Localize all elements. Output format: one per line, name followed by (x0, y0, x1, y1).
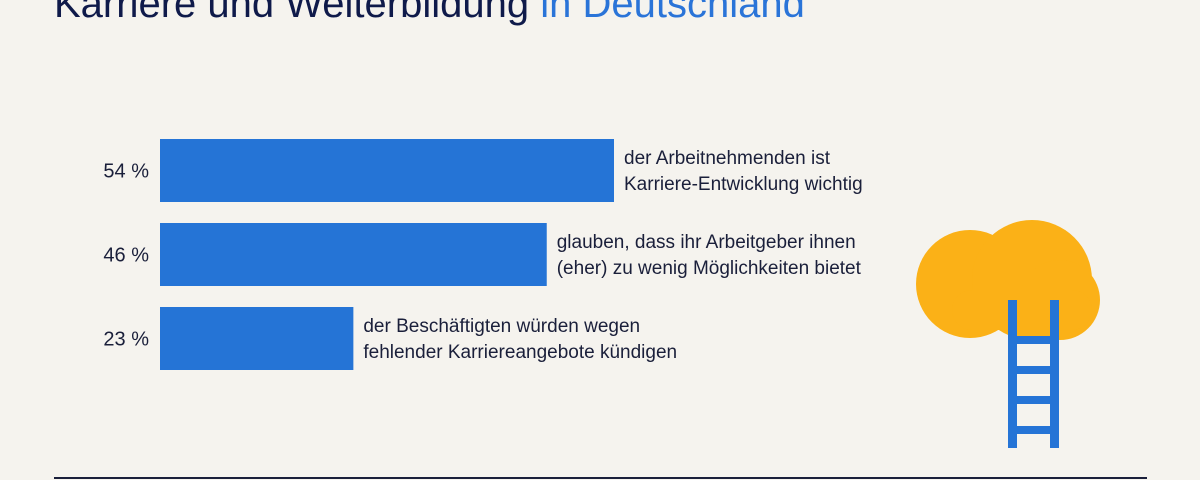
category-label-2-line-2: (eher) zu wenig Möglichkeiten bietet (557, 258, 862, 279)
bar-chart: 54 % der Arbeitnehmenden ist Karriere-Entw… (103, 139, 863, 370)
value-label-1: 54 % (103, 161, 149, 183)
category-label-3-line-2: fehlender Karriereangebote kündigen (363, 342, 677, 363)
value-label-2: 46 % (103, 245, 149, 267)
footer-divider (54, 477, 1147, 479)
cloud-ladder-illustration (916, 220, 1100, 448)
title-main: Karriere und Weiterbildung (54, 0, 530, 26)
value-label-3: 23 % (103, 329, 149, 351)
category-label-1-line-2: Karriere-Entwicklung wichtig (624, 174, 863, 195)
bar-2 (160, 223, 547, 286)
bar-3 (160, 307, 354, 370)
category-label-1-line-1: der Arbeitnehmenden ist (624, 148, 831, 169)
page-title: Karriere und Weiterbildung in Deutschlan… (54, 0, 805, 30)
category-label-3-line-1: der Beschäftigten würden wegen (363, 316, 640, 337)
category-label-2-line-1: glauben, dass ihr Arbeitgeber ihnen (557, 232, 856, 253)
title-highlight: in Deutschland (540, 0, 805, 26)
bar-1 (160, 139, 614, 202)
ladder-icon (1008, 300, 1059, 448)
